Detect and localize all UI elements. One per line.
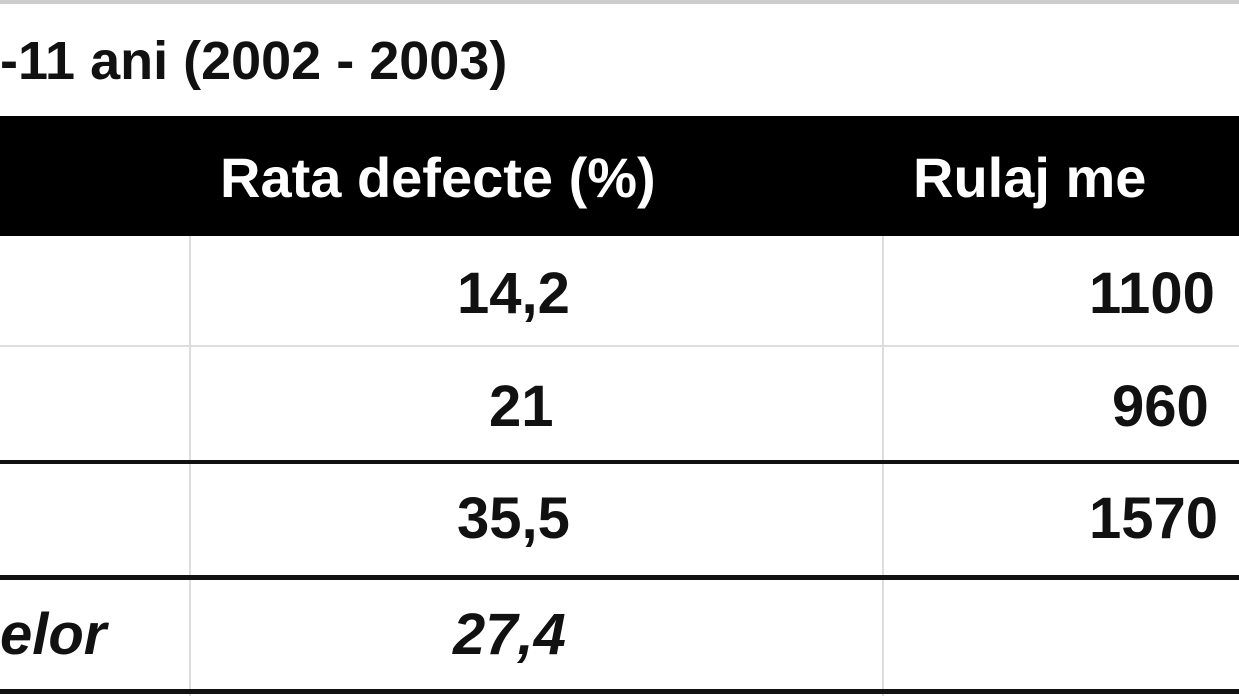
cell: 35,5 — [457, 486, 570, 551]
header-cell: Rulaj me — [913, 146, 1147, 209]
cell: elor — [0, 602, 107, 667]
row-divider — [0, 460, 1239, 464]
header-band — [0, 116, 1239, 236]
cell: 960 — [1112, 374, 1209, 439]
row-divider — [0, 689, 1239, 694]
column-divider — [882, 236, 884, 696]
row-divider — [0, 575, 1239, 580]
row-divider — [0, 345, 1239, 347]
column-divider — [189, 236, 191, 696]
cell: 1570 — [1089, 486, 1219, 551]
cell: 21 — [489, 374, 554, 439]
cell: 14,2 — [457, 261, 570, 326]
table-title: -11 ani (2002 - 2003) — [0, 31, 508, 91]
cell: 27,4 — [453, 602, 566, 667]
header-cell: Rata defecte (%) — [220, 146, 656, 209]
cell: 1100 — [1089, 261, 1215, 326]
top-rule — [0, 0, 1239, 4]
